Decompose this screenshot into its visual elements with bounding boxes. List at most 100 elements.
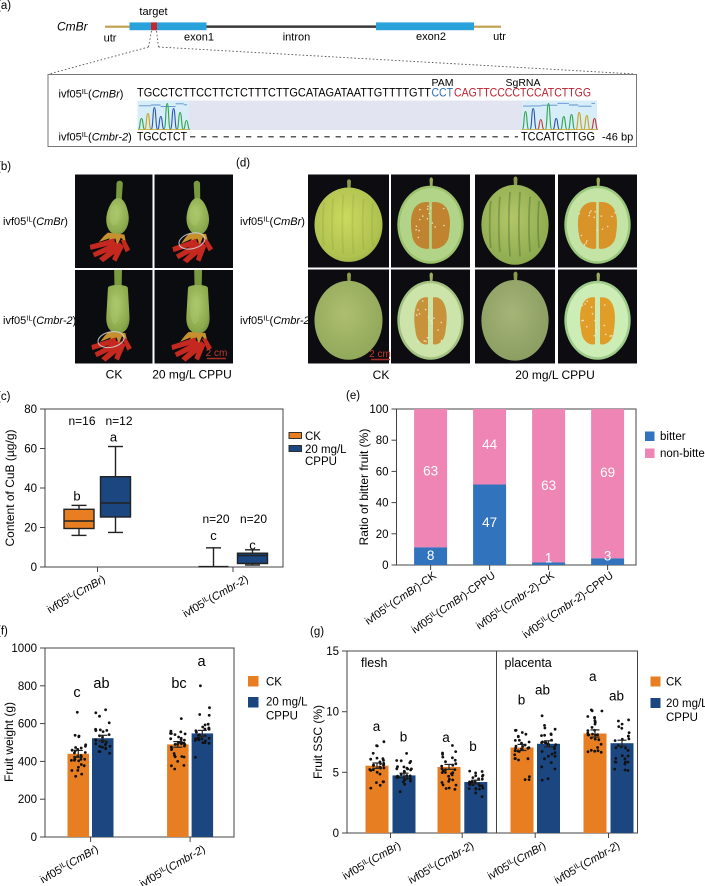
svg-text:47: 47	[482, 515, 497, 530]
svg-text:n=20: n=20	[202, 512, 229, 526]
svg-text:63: 63	[541, 478, 556, 493]
svg-text:a: a	[110, 430, 118, 445]
svg-text:flesh: flesh	[361, 656, 387, 670]
svg-text:n=20: n=20	[240, 512, 267, 526]
svg-text:utr: utr	[104, 33, 117, 45]
svg-text:63: 63	[423, 464, 438, 479]
svg-text:target: target	[139, 6, 167, 18]
svg-text:800: 800	[18, 681, 37, 693]
svg-text:(d): (d)	[236, 158, 250, 170]
svg-text:a: a	[589, 669, 597, 684]
svg-text:ivf05IL(Cmbr-2): ivf05IL(Cmbr-2)	[552, 838, 622, 886]
svg-text:40: 40	[24, 483, 37, 495]
svg-text:100: 100	[369, 404, 388, 416]
svg-text:ivf05IL(Cmbr-2)-CPPU: ivf05IL(Cmbr-2)-CPPU	[520, 568, 616, 641]
svg-text:CPPU: CPPU	[305, 456, 337, 468]
svg-text:ivf05IL(CmBr): ivf05IL(CmBr)	[340, 838, 403, 882]
svg-text:CK: CK	[373, 368, 390, 382]
svg-text:PAM: PAM	[432, 77, 454, 89]
svg-text:0: 0	[31, 562, 37, 574]
svg-text:(a): (a)	[0, 0, 11, 12]
svg-text:0: 0	[333, 828, 339, 840]
svg-text:8: 8	[427, 548, 435, 563]
svg-text:ivf05IL(CmBr): ivf05IL(CmBr)	[240, 215, 305, 229]
svg-text:intron: intron	[283, 32, 311, 44]
svg-text:CmBr: CmBr	[57, 20, 89, 34]
svg-text:ivf05IL(CmBr): ivf05IL(CmBr)	[485, 838, 548, 882]
svg-text:60: 60	[376, 466, 389, 478]
svg-text:20: 20	[376, 529, 389, 541]
svg-text:(e): (e)	[346, 390, 360, 402]
svg-text:ivf05IL(Cmbr-2): ivf05IL(Cmbr-2)	[3, 314, 76, 328]
svg-text:ab: ab	[609, 689, 624, 704]
svg-text:b: b	[400, 730, 408, 745]
svg-text:SgRNA: SgRNA	[505, 77, 540, 89]
svg-text:600: 600	[18, 719, 37, 731]
svg-text:20 mg/L CPPU: 20 mg/L CPPU	[515, 368, 595, 382]
svg-text:Fruit SSC (%): Fruit SSC (%)	[311, 705, 325, 779]
svg-text:2 cm: 2 cm	[206, 348, 228, 359]
svg-text:c: c	[249, 538, 256, 553]
svg-text:5: 5	[333, 767, 339, 779]
svg-text:20 mg/L: 20 mg/L	[666, 698, 705, 710]
svg-text:a: a	[197, 654, 206, 670]
svg-text:10: 10	[326, 707, 339, 719]
svg-text:TGCCTCT: TGCCTCT	[137, 132, 187, 144]
svg-text:ivf05IL(Cmbr-2): ivf05IL(Cmbr-2)	[180, 572, 250, 620]
svg-text:a: a	[373, 719, 381, 734]
svg-text:b: b	[469, 739, 477, 754]
svg-text:CK: CK	[666, 677, 682, 689]
svg-text:44: 44	[482, 437, 498, 452]
svg-text:TCCATCTTGG: TCCATCTTGG	[521, 132, 595, 144]
svg-text:Ratio of bitter fruit (%): Ratio of bitter fruit (%)	[357, 429, 371, 546]
svg-text:CK: CK	[266, 677, 282, 689]
svg-text:(g): (g)	[310, 626, 324, 638]
svg-text:CPPU: CPPU	[266, 711, 298, 723]
svg-text:20 mg/L: 20 mg/L	[266, 697, 308, 709]
svg-text:ivf05IL(Cmbr-2): ivf05IL(Cmbr-2)	[137, 842, 207, 886]
svg-text:Fruit weight (g): Fruit weight (g)	[2, 702, 16, 782]
svg-text:20 mg/L CPPU: 20 mg/L CPPU	[152, 368, 232, 382]
svg-text:ab: ab	[93, 676, 109, 692]
svg-text:ivf05IL(Cmbr-2): ivf05IL(Cmbr-2)	[240, 314, 313, 328]
svg-text:CK: CK	[305, 431, 321, 443]
svg-text:2 cm: 2 cm	[369, 349, 391, 360]
svg-text:200: 200	[18, 794, 37, 806]
svg-text:c: c	[73, 685, 80, 701]
svg-text:n=16: n=16	[68, 414, 95, 428]
svg-text:15: 15	[326, 646, 339, 658]
svg-text:c: c	[210, 528, 217, 543]
svg-text:20 mg/L: 20 mg/L	[305, 444, 347, 456]
svg-text:3: 3	[604, 549, 612, 564]
svg-text:b: b	[518, 693, 526, 708]
svg-text:40: 40	[376, 498, 389, 510]
svg-text:n=12: n=12	[105, 414, 132, 428]
svg-text:ivf05IL(CmBr): ivf05IL(CmBr)	[37, 842, 100, 886]
svg-text:CAGTTCCCCTCCATCTTGG: CAGTTCCCCTCCATCTTGG	[454, 88, 591, 100]
svg-text:bitter: bitter	[660, 431, 686, 443]
svg-text:20: 20	[24, 523, 37, 535]
svg-text:(c): (c)	[0, 391, 11, 403]
svg-text:1000: 1000	[11, 643, 37, 655]
svg-text:CPPU: CPPU	[666, 712, 698, 724]
svg-text:exon1: exon1	[184, 32, 214, 44]
svg-text:non-bitter: non-bitter	[660, 448, 705, 460]
svg-text:ivf05IL(Cmbr-2): ivf05IL(Cmbr-2)	[406, 838, 476, 886]
svg-text:0: 0	[382, 560, 388, 572]
svg-text:400: 400	[18, 756, 37, 768]
svg-text:1: 1	[545, 551, 553, 566]
svg-text:0: 0	[31, 832, 37, 844]
svg-text:(f): (f)	[0, 626, 8, 638]
svg-text:ivf05IL(CmBr): ivf05IL(CmBr)	[3, 215, 68, 229]
svg-text:ivf05IL(CmBr): ivf05IL(CmBr)	[59, 87, 124, 101]
svg-text:80: 80	[376, 435, 389, 447]
svg-text:placenta: placenta	[505, 656, 552, 670]
svg-text:CCT: CCT	[432, 88, 454, 100]
svg-text:bc: bc	[171, 676, 186, 692]
svg-text:Content of CuB (µg/g): Content of CuB (µg/g)	[3, 430, 17, 547]
svg-text:(b): (b)	[0, 161, 11, 173]
svg-text:60: 60	[24, 444, 37, 456]
svg-text:b: b	[73, 489, 80, 504]
svg-text:ab: ab	[535, 683, 550, 698]
svg-text:CK: CK	[106, 368, 123, 382]
